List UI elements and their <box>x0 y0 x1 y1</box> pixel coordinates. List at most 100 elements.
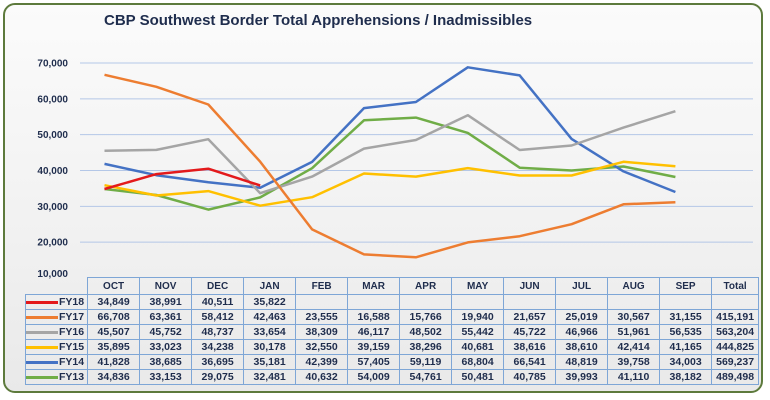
data-cell: 38,610 <box>555 339 609 355</box>
data-cell: 41,110 <box>607 369 661 385</box>
table-row: FY15 35,895 33,023 34,238 30,178 32,550 39,159… <box>24 339 760 355</box>
legend-entry: FY16 <box>24 324 89 340</box>
data-cell: 50,481 <box>451 369 505 385</box>
total-cell: 415,191 <box>711 309 760 325</box>
data-cell: 55,442 <box>451 324 505 340</box>
data-cell: 38,296 <box>399 339 453 355</box>
data-cell: 46,117 <box>347 324 401 340</box>
data-cell: 48,502 <box>399 324 453 340</box>
data-cell: 38,616 <box>503 339 557 355</box>
data-cell: 54,761 <box>399 369 453 385</box>
legend-swatch <box>26 360 58 364</box>
x-tick-label: MAY <box>451 277 505 295</box>
data-cell: 36,695 <box>191 354 245 370</box>
data-cell: 32,550 <box>295 339 349 355</box>
data-cell: 34,836 <box>87 369 141 385</box>
data-cell: 46,966 <box>555 324 609 340</box>
data-cell: 39,993 <box>555 369 609 385</box>
data-cell <box>607 294 661 310</box>
data-cell <box>295 294 349 310</box>
data-cell: 42,414 <box>607 339 661 355</box>
y-tick-label: 50,000 <box>37 130 68 141</box>
x-tick-label: NOV <box>139 277 193 295</box>
legend-label: FY13 <box>59 371 85 383</box>
data-cell: 63,361 <box>139 309 193 325</box>
legend-label: FY18 <box>59 296 85 308</box>
legend-label: FY17 <box>59 311 85 323</box>
table-header-row: OCT NOV DEC JAN FEB MAR APR MAY JUN JUL AUG SEP Tota… <box>26 277 760 295</box>
table-row: FY18 34,849 38,991 40,511 35,822 <box>24 294 760 310</box>
data-cell: 33,023 <box>139 339 193 355</box>
legend-swatch <box>26 345 58 349</box>
data-cell: 48,737 <box>191 324 245 340</box>
x-tick-label: DEC <box>191 277 245 295</box>
data-cell: 40,632 <box>295 369 349 385</box>
legend-entry: FY13 <box>24 369 89 385</box>
y-axis-ticks: 10,000 20,000 30,000 40,000 50,000 60,000 70,0… <box>37 59 68 281</box>
data-cell: 35,822 <box>243 294 297 310</box>
x-tick-label: JAN <box>243 277 297 295</box>
y-tick-label: 10,000 <box>37 269 68 280</box>
data-cell: 33,654 <box>243 324 297 340</box>
data-cell: 25,019 <box>555 309 609 325</box>
data-cell: 33,153 <box>139 369 193 385</box>
total-cell: 569,237 <box>711 354 760 370</box>
table-row: FY13 34,836 33,153 29,075 32,481 40,632 54,009… <box>24 369 760 385</box>
data-cell: 42,463 <box>243 309 297 325</box>
total-cell <box>711 294 760 310</box>
data-cell: 32,481 <box>243 369 297 385</box>
legend-swatch <box>26 330 58 334</box>
data-cell: 39,159 <box>347 339 401 355</box>
table-row: FY14 41,828 38,685 36,695 35,181 42,399 57,405… <box>24 354 760 370</box>
x-tick-label: MAR <box>347 277 401 295</box>
x-tick-label: FEB <box>295 277 349 295</box>
legend-entry: FY15 <box>24 339 89 355</box>
data-cell <box>503 294 557 310</box>
legend-label: FY16 <box>59 326 85 338</box>
data-cell: 31,155 <box>659 309 713 325</box>
data-table: OCT NOV DEC JAN FEB MAR APR MAY JUN JUL AUG SEP Tota… <box>24 277 760 385</box>
x-tick-label: OCT <box>87 277 141 295</box>
x-tick-label: JUL <box>555 277 609 295</box>
data-cell: 38,182 <box>659 369 713 385</box>
data-cell: 66,708 <box>87 309 141 325</box>
data-cell: 54,009 <box>347 369 401 385</box>
series-line-fy16 <box>104 110 676 195</box>
data-cell: 38,685 <box>139 354 193 370</box>
legend-entry: FY14 <box>24 354 89 370</box>
data-cell <box>555 294 609 310</box>
data-cell: 23,555 <box>295 309 349 325</box>
gridlines <box>80 62 753 243</box>
legend-swatch <box>26 315 58 319</box>
data-cell: 34,238 <box>191 339 245 355</box>
data-cell: 41,828 <box>87 354 141 370</box>
data-cell: 19,940 <box>451 309 505 325</box>
legend-swatch <box>26 375 58 379</box>
chart-title: CBP Southwest Border Total Apprehensions… <box>104 12 533 29</box>
legend-swatch <box>26 300 58 304</box>
total-cell: 563,204 <box>711 324 760 340</box>
data-cell: 40,681 <box>451 339 505 355</box>
x-tick-label: APR <box>399 277 453 295</box>
data-cell: 45,752 <box>139 324 193 340</box>
y-tick-label: 60,000 <box>37 94 68 105</box>
data-cell <box>659 294 713 310</box>
data-cell: 21,657 <box>503 309 557 325</box>
data-cell: 35,895 <box>87 339 141 355</box>
total-header: Total <box>711 277 760 295</box>
y-tick-label: 40,000 <box>37 166 68 177</box>
total-cell: 444,825 <box>711 339 760 355</box>
data-cell: 41,165 <box>659 339 713 355</box>
table-row: FY17 66,708 63,361 58,412 42,463 23,555 16,588… <box>24 309 760 325</box>
data-cell <box>451 294 505 310</box>
data-cell: 40,511 <box>191 294 245 310</box>
data-cell: 16,588 <box>347 309 401 325</box>
data-cell: 34,849 <box>87 294 141 310</box>
data-cell <box>399 294 453 310</box>
data-cell: 38,991 <box>139 294 193 310</box>
data-cell: 56,535 <box>659 324 713 340</box>
data-cell: 68,804 <box>451 354 505 370</box>
table-row: FY16 45,507 45,752 48,737 33,654 38,309 46,117… <box>24 324 760 340</box>
data-cell: 30,567 <box>607 309 661 325</box>
